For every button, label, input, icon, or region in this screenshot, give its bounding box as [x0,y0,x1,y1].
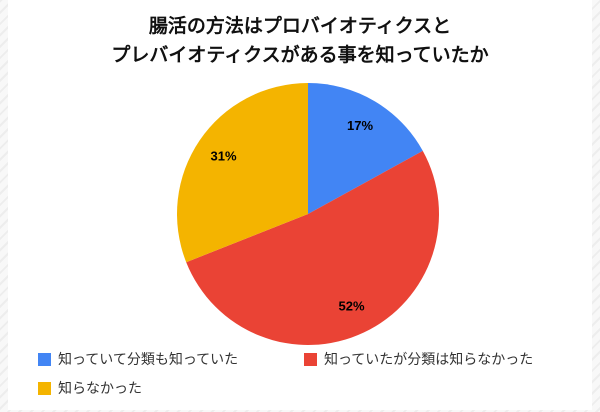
pie-slice-2 [177,83,308,263]
pie-slice-0 [308,83,423,214]
chart-title-line1: 腸活の方法はプロバイオティクスと [148,16,452,37]
pie-slice-1 [186,150,439,345]
pie-slice-percentage-label: 52% [338,299,364,314]
pie-chart-svg: 17% 52% 31% [177,83,439,345]
legend-item: 知っていて分類も知っていた [38,349,304,369]
chart-panel: 腸活の方法はプロバイオティクスと プレバイオティクスがある事を知っていたか 17… [8,0,592,410]
legend-label: 知っていたが分類は知らなかった [324,351,534,367]
chart-title-line2: プレバイオティクスがある事を知っていたか [111,45,489,66]
legend-swatch-icon [38,381,51,395]
chart-title: 腸活の方法はプロバイオティクスと プレバイオティクスがある事を知っていたか [8,12,592,70]
pie-slice-percentage-label: 31% [210,149,236,164]
legend-swatch-icon [304,352,317,366]
chart-legend: 知っていて分類も知っていた 知っていたが分類は知らなかった 知らなかった [38,349,570,398]
legend-item: 知っていたが分類は知らなかった [304,349,570,369]
legend-item: 知らなかった [38,378,304,398]
legend-label: 知っていて分類も知っていた [58,351,239,367]
pie-slice-percentage-label: 17% [347,118,373,133]
legend-swatch-icon [38,352,51,366]
legend-label: 知らなかった [58,380,142,396]
